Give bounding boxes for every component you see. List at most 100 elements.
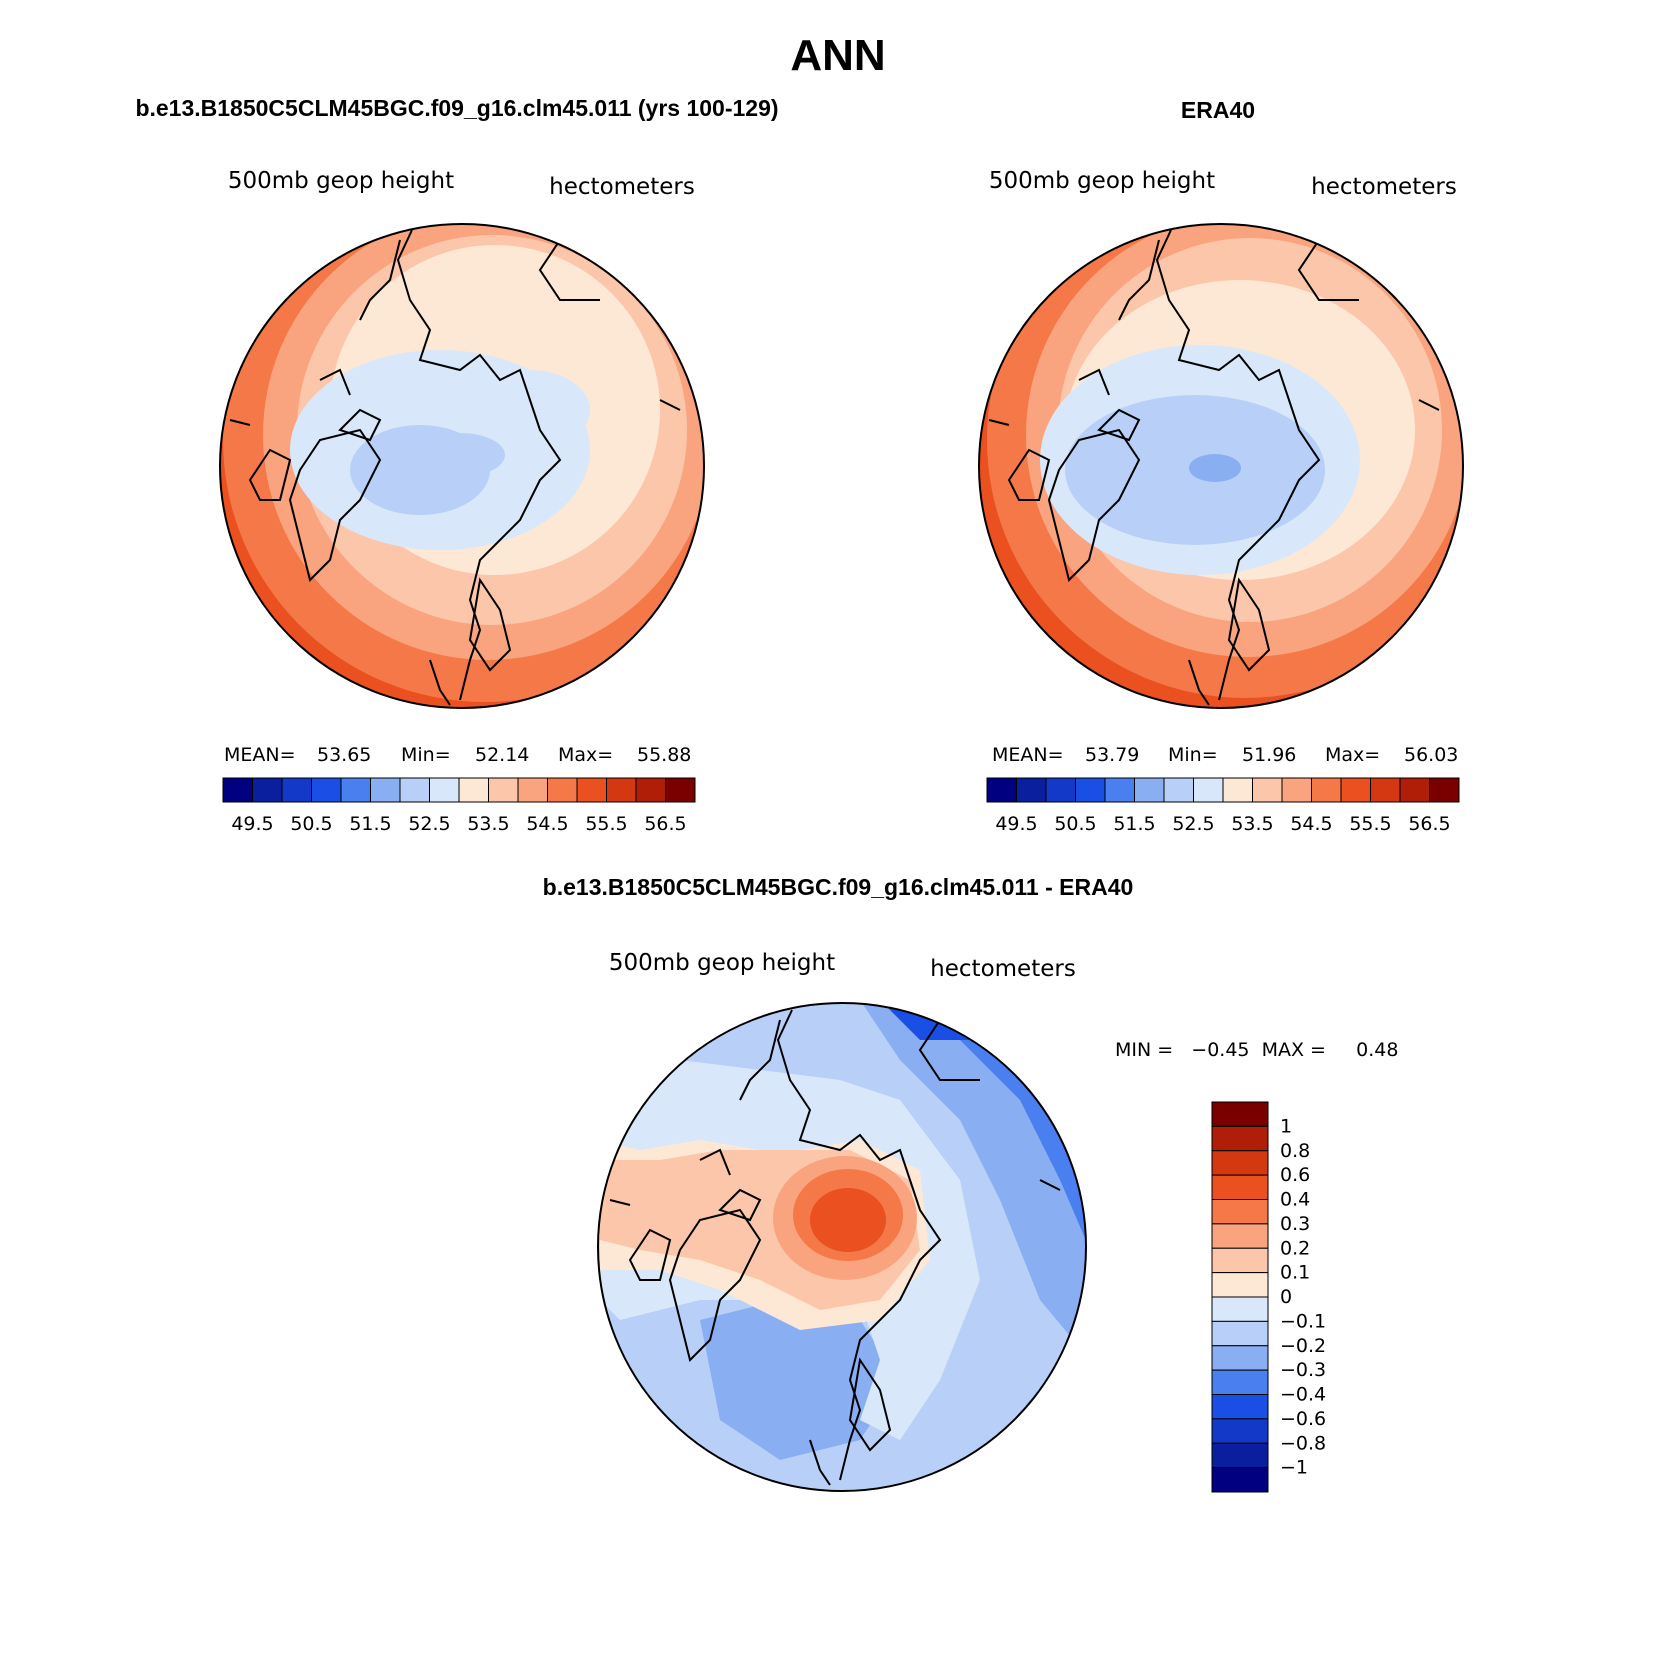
panel-3-colorbar-tick-label: 0: [1280, 1286, 1292, 1308]
panel-1-colorbar-swatch: [429, 777, 460, 803]
panel-3-colorbar-tick-label: 0.8: [1280, 1140, 1310, 1162]
panel-2-colorbar-tick-label: 52.5: [1172, 813, 1214, 835]
panel-1-colorbar-swatch: [576, 777, 607, 803]
panel-3-colorbar-swatch: [1211, 1296, 1269, 1322]
panel-3-colorbar-swatch: [1211, 1272, 1269, 1298]
panel-2-colorbar-tick-label: 51.5: [1113, 813, 1155, 835]
panel-2-units-label: hectometers: [1311, 174, 1457, 200]
panel-3-colorbar-swatch: [1211, 1247, 1269, 1274]
panel-3-stats: MIN = −0.45 MAX = 0.48: [1115, 1039, 1398, 1061]
panel-1-colorbar-swatch: [547, 777, 578, 803]
panel-2-colorbar-swatch: [1281, 777, 1312, 803]
panel-3-colorbar-tick-label: 0.6: [1280, 1164, 1310, 1186]
panel-2-colorbar-swatch: [1163, 777, 1194, 803]
panel-1-colorbar-tick-label: 49.5: [231, 813, 273, 835]
panel-2-mean-value: 53.79: [1085, 744, 1139, 766]
panel-2-min-label: Min=: [1168, 744, 1218, 766]
panel-3-colorbar-tick-label: −0.1: [1280, 1310, 1326, 1332]
panel-2-colorbar-tick-label: 53.5: [1231, 813, 1273, 835]
panel-3-units-label: hectometers: [930, 956, 1076, 982]
panel-1-title: b.e13.B1850C5CLM45BGC.f09_g16.clm45.011 …: [135, 95, 778, 121]
panel-2-min-value: 51.96: [1242, 744, 1296, 766]
panel-1-colorbar-tick-label: 55.5: [585, 813, 627, 835]
panel-3-colorbar-swatch: [1211, 1101, 1269, 1127]
panel-1-colorbar-swatch: [517, 777, 548, 803]
panel-3-colorbar-swatch: [1211, 1223, 1269, 1249]
panel-3-colorbar-tick-label: −1: [1280, 1457, 1308, 1479]
panel-2-colorbar-tick-label: 55.5: [1349, 813, 1391, 835]
panel-1-colorbar-tick-label: 53.5: [467, 813, 509, 835]
panel-1-colorbar-tick-label: 51.5: [349, 813, 391, 835]
panel-1-units-label: hectometers: [549, 174, 695, 200]
panel-2-colorbar-swatch: [986, 777, 1017, 803]
panel-1-colorbar-swatch: [665, 777, 696, 803]
panel-2-colorbar-swatch: [1134, 777, 1165, 803]
panel-3-colorbar-swatch: [1211, 1125, 1269, 1152]
panel-2-map: [978, 223, 1464, 709]
panel-2-colorbar: 49.5 50.5 51.5 52.5 53.5 54.5 55.5 56.5: [986, 777, 1460, 835]
panel-3-colorbar-tick-label: −0.8: [1280, 1432, 1326, 1454]
panel-2-colorbar-swatch: [1222, 777, 1253, 803]
panel-3-colorbar-tick-label: −0.2: [1280, 1335, 1326, 1357]
panel-1-colorbar-swatch: [370, 777, 401, 803]
panel-1-colorbar-swatch: [399, 777, 430, 803]
panel-2-colorbar-swatch: [1075, 777, 1106, 803]
panel-2-max-value: 56.03: [1404, 744, 1458, 766]
panel-2-colorbar-tick-label: 54.5: [1290, 813, 1332, 835]
panel-1-colorbar-tick-label: 54.5: [526, 813, 568, 835]
panel-1-variable-label: 500mb geop height: [228, 168, 454, 194]
panel-3-colorbar-tick-label: 0.1: [1280, 1262, 1310, 1284]
panel-1-min-label: Min=: [401, 744, 451, 766]
panel-3-colorbar-swatch: [1211, 1467, 1269, 1493]
panel-3-colorbar-swatch: [1211, 1320, 1269, 1347]
panel-1-mean-label: MEAN=: [224, 744, 296, 766]
panel-3-colorbar-tick-label: −0.6: [1280, 1408, 1326, 1430]
panel-2-colorbar-swatch: [1340, 777, 1371, 803]
panel-1-colorbar-swatch: [488, 777, 519, 803]
panel-3-colorbar-swatch: [1211, 1150, 1269, 1176]
panel-2-stats: MEAN= 53.79 Min= 51.96 Max= 56.03: [992, 744, 1458, 766]
panel-1-max-value: 55.88: [637, 744, 691, 766]
panel-3-colorbar-tick-label: 0.2: [1280, 1237, 1310, 1259]
panel-2-colorbar-swatch: [1311, 777, 1342, 803]
panel-3-colorbar-tick-label: 0.4: [1280, 1189, 1310, 1211]
panel-2-colorbar-swatch: [1016, 777, 1047, 803]
panel-1-colorbar-swatch: [281, 777, 312, 803]
panel-2-colorbar-swatch: [1104, 777, 1135, 803]
panel-1-max-label: Max=: [558, 744, 613, 766]
panel-1-colorbar-swatch: [606, 777, 637, 803]
panel-1-colorbar-tick-label: 56.5: [644, 813, 686, 835]
panel-2-title: ERA40: [1181, 97, 1255, 123]
panel-3-colorbar-swatch: [1211, 1442, 1269, 1469]
panel-1-mean-value: 53.65: [317, 744, 371, 766]
panel-2-colorbar-tick-label: 49.5: [995, 813, 1037, 835]
panel-3-colorbar: 1 0.80.6 0.40.30.2 0.10−0.1 −0.2−0.3 −0.4−0.6…: [1211, 1101, 1326, 1493]
panel-1-colorbar: 49.5 50.5 51.5 52.5 53.5 54.5 55.5 56.5: [222, 777, 696, 835]
panel-2-max-label: Max=: [1325, 744, 1380, 766]
panel-3-variable-label: 500mb geop height: [609, 950, 835, 976]
panel-1-stats: MEAN= 53.65 Min= 52.14 Max= 55.88: [224, 744, 691, 766]
panel-2-colorbar-swatch: [1370, 777, 1401, 803]
panel-1-colorbar-swatch: [222, 777, 253, 803]
panel-3-colorbar-swatch: [1211, 1369, 1269, 1395]
panel-2-mean-label: MEAN=: [992, 744, 1064, 766]
panel-1-colorbar-tick-label: 50.5: [290, 813, 332, 835]
panel-3-colorbar-tick-label: −0.4: [1280, 1384, 1326, 1406]
panel-3-colorbar-swatch: [1211, 1345, 1269, 1371]
panel-1-map: [219, 223, 705, 709]
panel-2-colorbar-swatch: [1045, 777, 1076, 803]
main-title: ANN: [790, 31, 885, 80]
panel-1-colorbar-swatch: [252, 777, 283, 803]
panel-3-map: [597, 1002, 1087, 1492]
panel-1-colorbar-swatch: [311, 777, 342, 803]
panel-3-title: b.e13.B1850C5CLM45BGC.f09_g16.clm45.011 …: [543, 874, 1134, 900]
panel-1-colorbar-swatch: [635, 777, 666, 803]
panel-1-colorbar-swatch: [340, 777, 371, 803]
panel-3-colorbar-swatch: [1211, 1174, 1269, 1200]
panel-2-variable-label: 500mb geop height: [989, 168, 1215, 194]
panel-3-colorbar-swatch: [1211, 1394, 1269, 1420]
panel-2-colorbar-swatch: [1429, 777, 1460, 803]
panel-3-colorbar-swatch: [1211, 1199, 1269, 1225]
panel-1-colorbar-tick-label: 52.5: [408, 813, 450, 835]
